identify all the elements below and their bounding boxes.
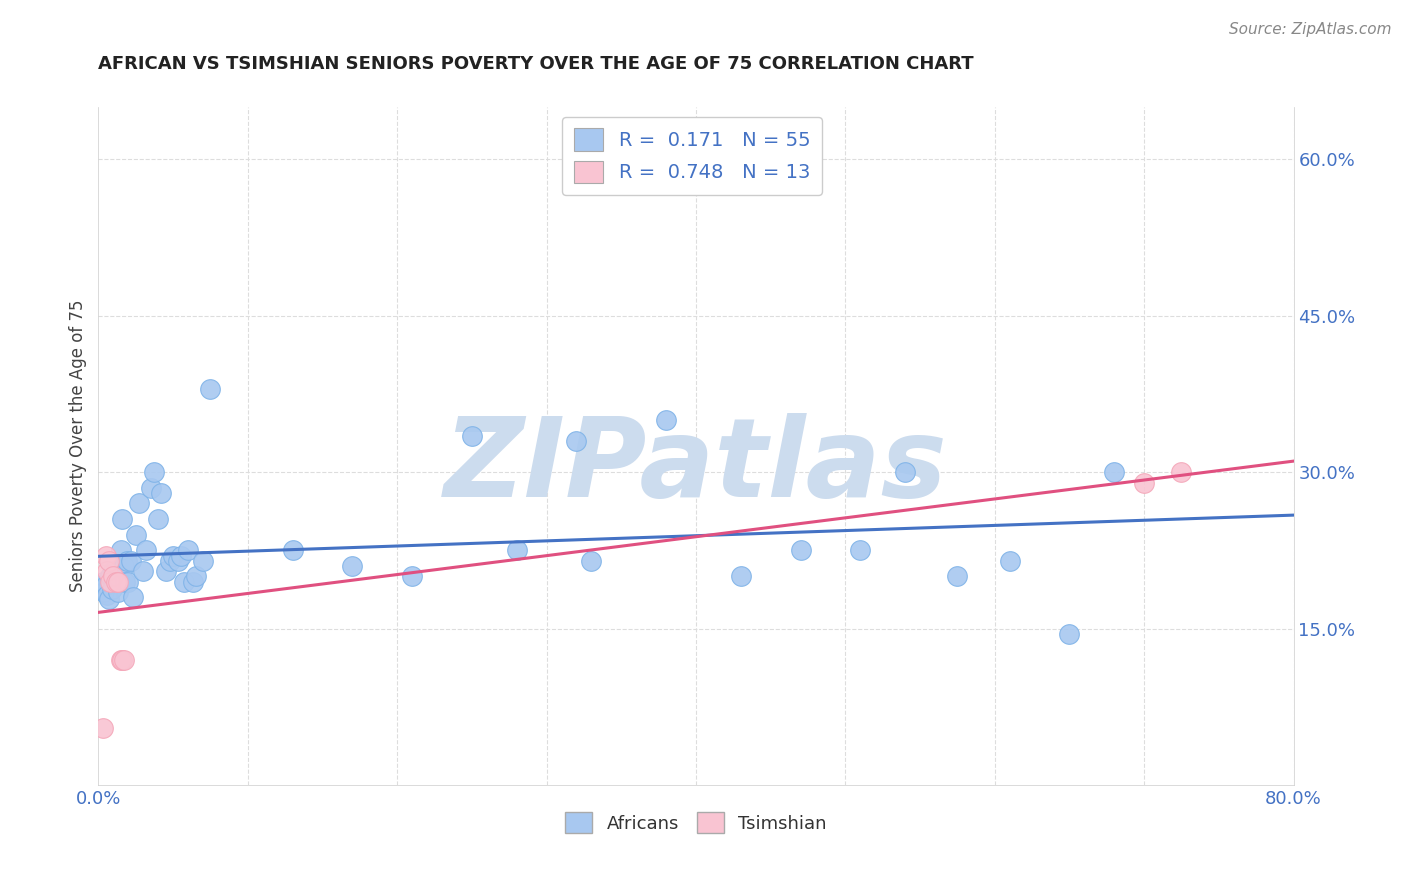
Point — [120, 554, 142, 568]
Legend: Africans, Tsimshian: Africans, Tsimshian — [558, 805, 834, 840]
Point — [191, 554, 214, 568]
Point — [142, 465, 165, 479]
Point — [96, 564, 118, 578]
Point — [173, 574, 195, 589]
Point — [730, 569, 752, 583]
Point — [155, 564, 177, 578]
Point — [998, 554, 1021, 568]
Point — [565, 434, 588, 448]
Point — [401, 569, 423, 583]
Point — [110, 543, 132, 558]
Point — [655, 413, 678, 427]
Point — [111, 512, 134, 526]
Point — [581, 554, 603, 568]
Point — [94, 549, 117, 563]
Point — [94, 578, 117, 592]
Point — [789, 543, 811, 558]
Point — [1133, 475, 1156, 490]
Point — [461, 428, 484, 442]
Point — [104, 569, 127, 583]
Point — [169, 549, 191, 563]
Point — [1059, 626, 1081, 640]
Point — [128, 496, 150, 510]
Point — [105, 574, 128, 589]
Point — [93, 585, 115, 599]
Point — [148, 512, 170, 526]
Point — [184, 569, 207, 583]
Point — [849, 543, 872, 558]
Point — [506, 543, 529, 558]
Point — [121, 591, 143, 605]
Point — [112, 653, 135, 667]
Point — [946, 569, 969, 583]
Point — [894, 465, 917, 479]
Point — [97, 592, 120, 607]
Point — [125, 527, 148, 541]
Point — [177, 543, 200, 558]
Point — [1104, 465, 1126, 479]
Point — [96, 588, 118, 602]
Point — [162, 549, 184, 563]
Text: AFRICAN VS TSIMSHIAN SENIORS POVERTY OVER THE AGE OF 75 CORRELATION CHART: AFRICAN VS TSIMSHIAN SENIORS POVERTY OVE… — [98, 55, 974, 73]
Point — [200, 382, 222, 396]
Point — [98, 574, 122, 589]
Point — [132, 564, 155, 578]
Y-axis label: Seniors Poverty Over the Age of 75: Seniors Poverty Over the Age of 75 — [69, 300, 87, 592]
Point — [159, 554, 181, 568]
Point — [111, 653, 134, 667]
Point — [166, 554, 188, 568]
Point — [112, 558, 135, 573]
Point — [98, 569, 122, 583]
Point — [108, 571, 131, 585]
Point — [105, 574, 128, 589]
Point — [103, 564, 125, 578]
Point — [150, 486, 173, 500]
Point — [115, 554, 138, 568]
Text: ZIPatlas: ZIPatlas — [444, 413, 948, 520]
Point — [91, 721, 114, 735]
Text: Source: ZipAtlas.com: Source: ZipAtlas.com — [1229, 22, 1392, 37]
Point — [97, 554, 120, 568]
Point — [107, 574, 129, 589]
Point — [117, 574, 139, 589]
Point — [114, 574, 136, 589]
Point — [181, 574, 204, 589]
Point — [103, 569, 125, 583]
Point — [281, 543, 304, 558]
Point — [107, 585, 129, 599]
Point — [135, 543, 157, 558]
Point — [101, 582, 124, 596]
Point — [110, 653, 132, 667]
Point — [1170, 465, 1192, 479]
Point — [139, 481, 162, 495]
Point — [342, 558, 364, 573]
Point — [91, 574, 114, 589]
